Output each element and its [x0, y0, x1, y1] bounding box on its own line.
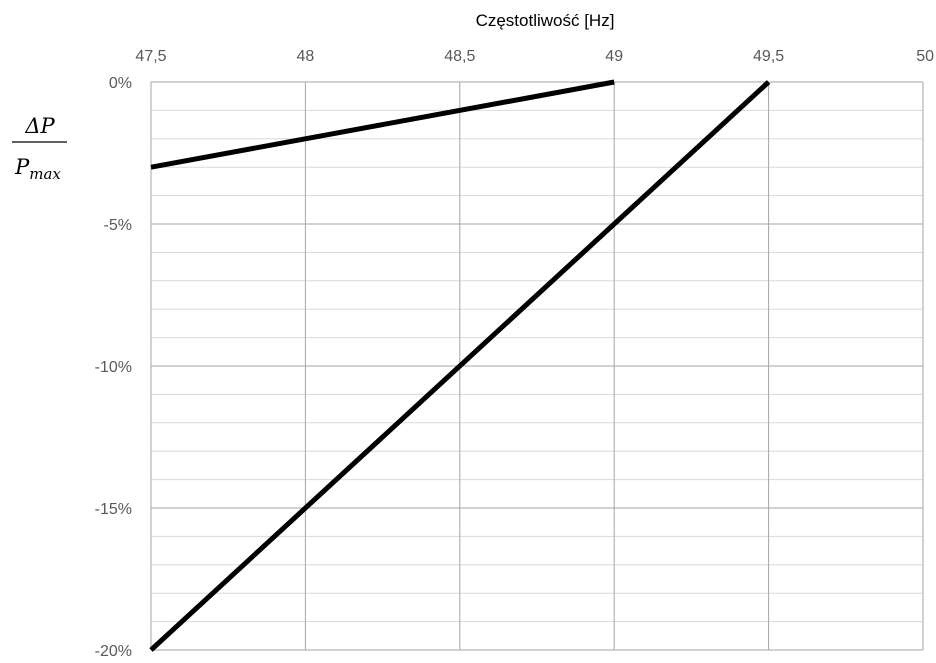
- y-axis-title-denominator: Pmax: [14, 155, 61, 183]
- x-tick-label: 47,5: [135, 48, 166, 65]
- y-axis-title-denominator-base: P: [14, 155, 30, 179]
- x-tick-labels: 47,5 48 48,5 49 49,5 50: [135, 48, 934, 65]
- x-axis-title: Częstotliwość [Hz]: [476, 11, 615, 30]
- y-axis-title: ΔP Pmax: [12, 114, 67, 183]
- x-tick-label: 48,5: [444, 48, 475, 65]
- y-tick-label: -5%: [104, 217, 132, 234]
- y-tick-labels: 0% -5% -10% -15% -20%: [95, 75, 132, 660]
- minor-gridlines: [151, 109, 923, 623]
- y-tick-label: -20%: [95, 643, 132, 658]
- x-tick-label: 50: [916, 48, 934, 65]
- x-tick-label: 49,5: [753, 48, 784, 65]
- y-tick-label: 0%: [109, 75, 132, 92]
- x-tick-label: 48: [297, 48, 315, 65]
- series-line-1: [150, 79, 615, 170]
- y-tick-label: -10%: [95, 359, 132, 376]
- series-lines: [149, 79, 771, 652]
- y-axis-title-denominator-sub: max: [29, 165, 61, 183]
- y-tick-label: -15%: [95, 501, 132, 518]
- series-line-2: [149, 80, 771, 652]
- y-axis-title-numerator: ΔP: [24, 114, 55, 138]
- major-gridlines: [150, 81, 924, 651]
- x-tick-label: 49: [605, 48, 623, 65]
